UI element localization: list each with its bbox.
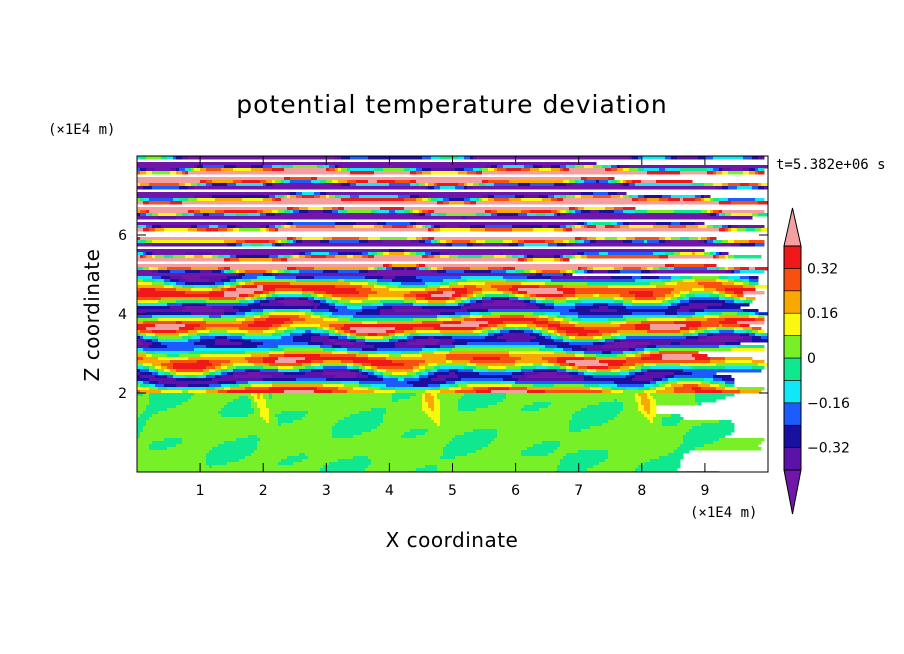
colorbar-under-triangle (783, 469, 802, 515)
colorbar-tick-label: −0.16 (807, 396, 850, 412)
x-tick-label: 7 (574, 483, 583, 499)
colorbar-segment (783, 424, 802, 448)
colorbar-segment (783, 245, 802, 269)
chart-title: potential temperature deviation (236, 90, 667, 119)
colorbar: 0.32 0.16 0 −0.16 −0.32 (783, 207, 850, 515)
x-axis-label: X coordinate (386, 528, 519, 552)
colorbar-segment (783, 312, 802, 336)
x-tick-label: 9 (700, 483, 709, 499)
colorbar-tick-label: −0.32 (807, 441, 850, 457)
x-tick-label: 8 (637, 483, 646, 499)
time-label: t=5.382e+06 s (776, 157, 886, 173)
x-axis-unit: (×1E4 m) (690, 505, 757, 521)
colorbar-segment (783, 447, 802, 471)
colorbar-segment (783, 402, 802, 426)
y-axis-label: Z coordinate (80, 249, 104, 382)
x-tick-label: 6 (511, 483, 520, 499)
colorbar-tick-label: 0 (807, 351, 816, 367)
colorbar-tick-label: 0.32 (807, 261, 838, 277)
x-tick-label: 3 (322, 483, 331, 499)
colorbar-segment (783, 290, 802, 314)
x-tick-label: 5 (448, 483, 457, 499)
colorbar-segment (783, 335, 802, 359)
y-tick-label: 4 (118, 307, 127, 323)
colorbar-segment (783, 380, 802, 404)
colorbar-tick-label: 0.16 (807, 306, 838, 322)
x-tick-label: 1 (196, 483, 205, 499)
y-tick-label: 6 (118, 228, 127, 244)
colorbar-segment (783, 357, 802, 381)
colorbar-segment (783, 268, 802, 292)
x-tick-label: 2 (259, 483, 268, 499)
z-axis-unit: (×1E4 m) (48, 122, 115, 138)
x-axis-ticks: 1 2 3 4 5 6 7 8 9 (196, 156, 709, 499)
colorbar-frame (783, 245, 802, 471)
y-tick-label: 2 (118, 386, 127, 402)
y-axis-ticks: 2 4 6 (118, 228, 768, 402)
colorbar-over-triangle (783, 207, 802, 247)
temperature-field (137, 156, 768, 472)
x-tick-label: 4 (385, 483, 394, 499)
